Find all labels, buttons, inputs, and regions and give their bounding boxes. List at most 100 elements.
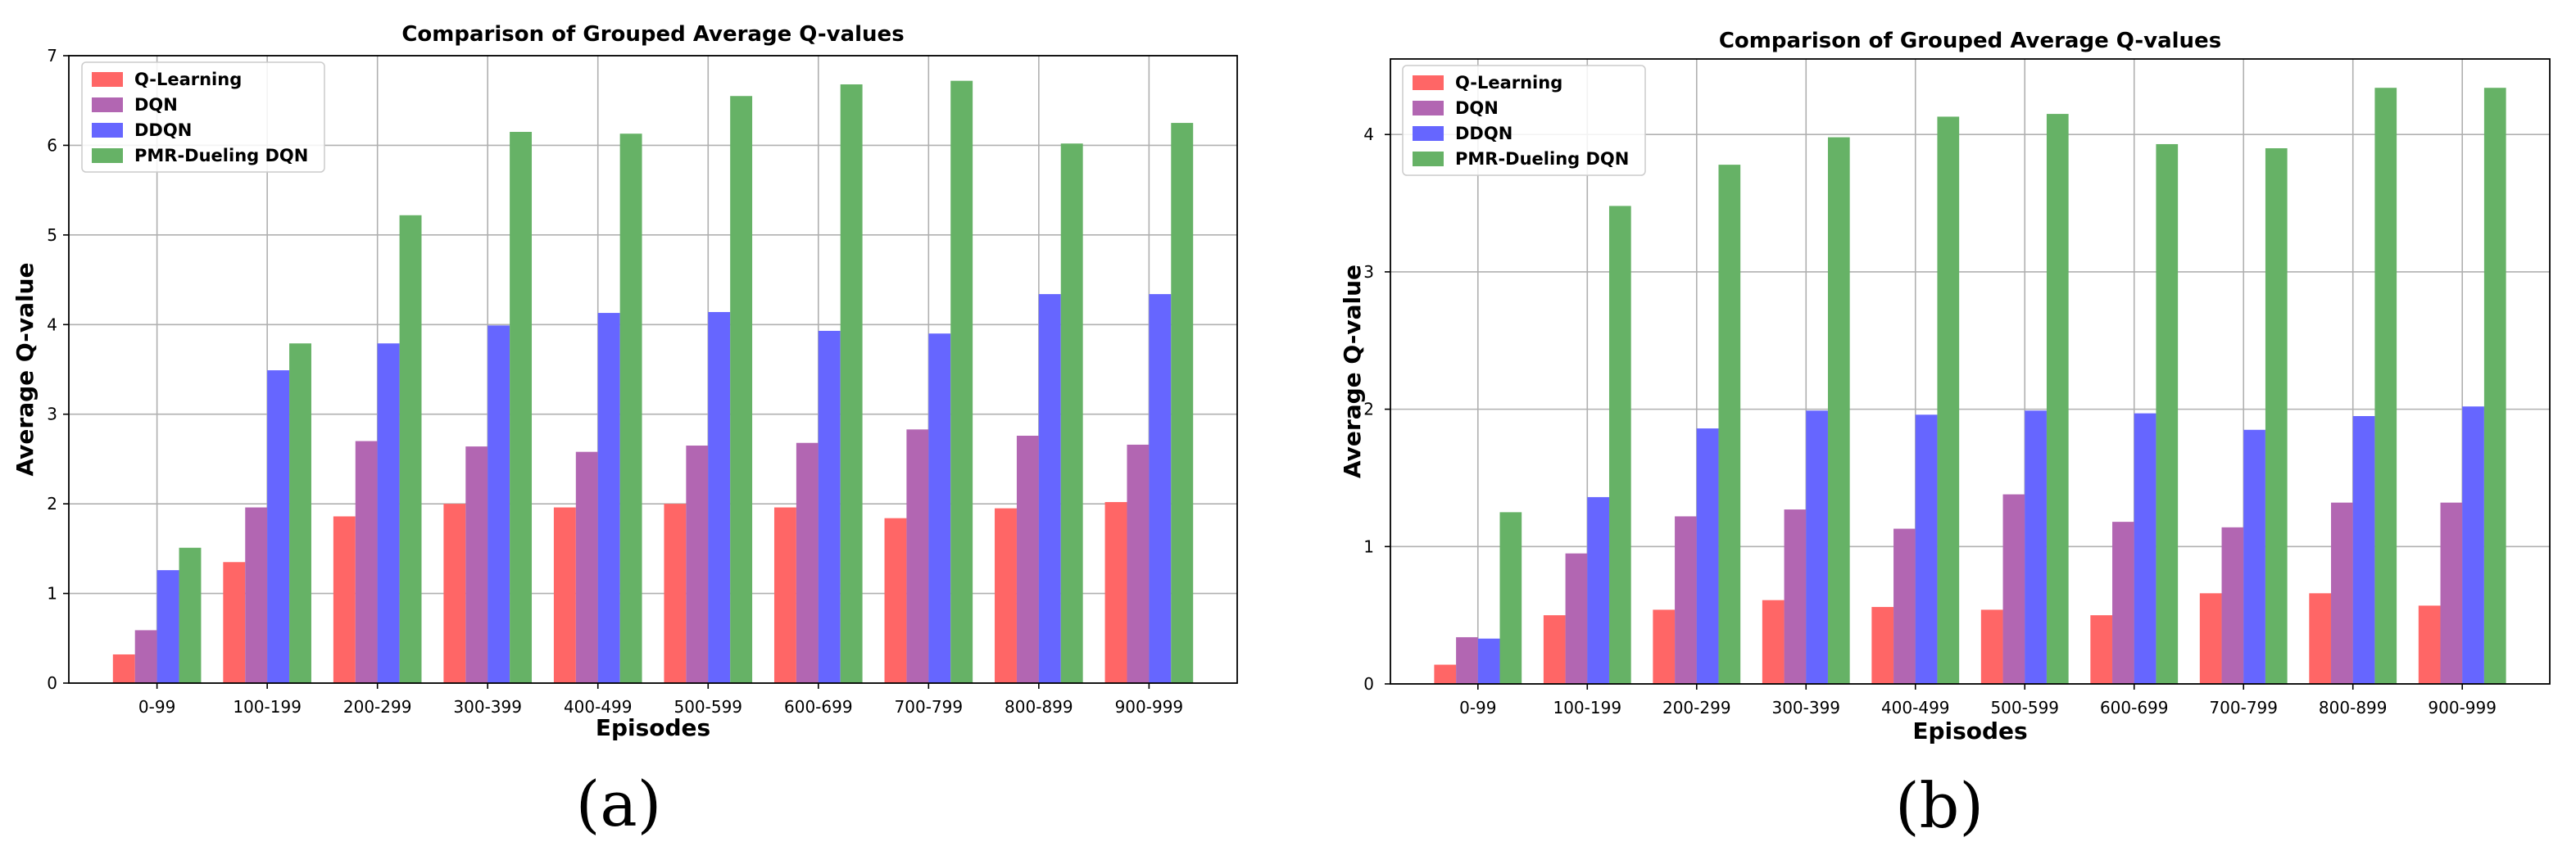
bar-pmr-dueling-dqn-900-999 xyxy=(1171,123,1194,684)
y-tick-label: 0 xyxy=(47,673,57,693)
bar-q-learning-900-999 xyxy=(1104,501,1127,683)
legend-label: Q-Learning xyxy=(1455,73,1562,93)
bar-pmr-dueling-dqn-800-899 xyxy=(2374,88,2397,684)
chart-title: Comparison of Grouped Average Q-values xyxy=(1719,29,2221,53)
bar-ddqn-900-999 xyxy=(1149,294,1172,683)
bar-pmr-dueling-dqn-100-199 xyxy=(1608,206,1631,684)
x-tick-label: 700-799 xyxy=(2209,698,2278,717)
bar-dqn-100-199 xyxy=(245,507,268,683)
bar-ddqn-600-699 xyxy=(2134,413,2156,684)
x-tick-label: 300-399 xyxy=(1771,698,1840,717)
bar-q-learning-0-99 xyxy=(112,654,135,683)
bar-q-learning-400-499 xyxy=(1871,607,1894,684)
bar-ddqn-0-99 xyxy=(1477,638,1500,684)
plot-frame xyxy=(1390,58,2551,685)
y-tick-label: 4 xyxy=(1363,124,1374,144)
bar-ddqn-200-299 xyxy=(377,343,400,683)
bar-q-learning-0-99 xyxy=(1434,664,1457,684)
x-tick-label: 400-499 xyxy=(564,697,633,717)
x-tick-label: 700-799 xyxy=(895,697,964,717)
bar-dqn-100-199 xyxy=(1565,553,1588,684)
bar-ddqn-100-199 xyxy=(1587,496,1609,684)
legend-box xyxy=(1402,65,1646,176)
bar-q-learning-600-699 xyxy=(2090,615,2113,684)
panel-caption: (b) xyxy=(1895,769,1984,842)
y-tick-label: 0 xyxy=(1363,674,1374,694)
bar-q-learning-800-899 xyxy=(995,508,1017,683)
bar-pmr-dueling-dqn-500-599 xyxy=(2046,114,2069,685)
bar-pmr-dueling-dqn-400-499 xyxy=(1937,116,1960,684)
bar-q-learning-300-399 xyxy=(1762,600,1785,684)
bar-q-learning-400-499 xyxy=(553,507,576,683)
x-tick-label: 100-199 xyxy=(233,697,302,717)
bar-pmr-dueling-dqn-300-399 xyxy=(1827,137,1850,685)
bar-ddqn-800-899 xyxy=(2352,416,2375,684)
x-tick-label: 400-499 xyxy=(1881,698,1950,717)
x-tick-label: 200-299 xyxy=(343,697,412,717)
bar-ddqn-500-599 xyxy=(2025,410,2047,684)
y-tick-label: 1 xyxy=(47,584,57,604)
x-tick-label: 500-599 xyxy=(1990,698,2059,717)
bar-dqn-700-799 xyxy=(906,429,929,683)
bar-ddqn-200-299 xyxy=(1696,428,1719,684)
bar-pmr-dueling-dqn-700-799 xyxy=(2265,148,2288,684)
legend-label: DDQN xyxy=(134,120,192,140)
bar-dqn-600-699 xyxy=(2112,522,2134,684)
bar-q-learning-500-599 xyxy=(1980,609,2003,684)
bar-pmr-dueling-dqn-300-399 xyxy=(510,132,533,683)
x-tick-label: 800-899 xyxy=(1005,697,1073,717)
bar-dqn-900-999 xyxy=(1127,444,1150,683)
x-axis-label: Episodes xyxy=(596,714,710,741)
bar-ddqn-900-999 xyxy=(2462,406,2484,684)
x-tick-label: 600-699 xyxy=(784,697,853,717)
bar-q-learning-100-199 xyxy=(223,562,246,683)
bar-dqn-0-99 xyxy=(1456,636,1478,684)
chart-title: Comparison of Grouped Average Q-values xyxy=(401,22,904,47)
bar-ddqn-600-699 xyxy=(818,330,841,683)
bar-dqn-800-899 xyxy=(1016,435,1039,683)
legend-swatch xyxy=(1413,75,1444,90)
bar-pmr-dueling-dqn-900-999 xyxy=(2483,88,2506,684)
legend-swatch xyxy=(1413,101,1444,115)
bar-q-learning-700-799 xyxy=(2199,593,2222,684)
y-axis-label: Average Q-value xyxy=(11,262,39,476)
bar-dqn-500-599 xyxy=(2002,494,2025,684)
bar-dqn-400-499 xyxy=(1893,528,1916,684)
chart-b-svg: 0 1 2 3 4 0-99 100-199 200-299 300-399 400-499 500… xyxy=(1339,29,2551,842)
bar-q-learning-200-299 xyxy=(1653,609,1676,684)
x-tick-label: 900-999 xyxy=(1115,697,1184,717)
chart-a-svg: 0 1 2 3 4 5 6 7 0-99 100-199 200-299 300-399 400-499… xyxy=(11,22,1238,840)
y-tick-label: 2 xyxy=(1363,400,1374,419)
x-tick-label: 800-899 xyxy=(2319,698,2388,717)
bar-dqn-700-799 xyxy=(2221,527,2244,684)
bar-ddqn-400-499 xyxy=(1915,414,1938,684)
bar-pmr-dueling-dqn-600-699 xyxy=(840,84,863,683)
x-tick-label: 0-99 xyxy=(1459,698,1496,717)
legend-label: Q-Learning xyxy=(134,70,242,89)
bar-dqn-800-899 xyxy=(2331,502,2353,684)
y-axis-label: Average Q-value xyxy=(1339,265,1366,478)
legend: Q-Learning DQN DDQN PMR-Dueling DQN xyxy=(81,61,325,173)
legend-label: PMR-Dueling DQN xyxy=(1455,149,1629,169)
bar-ddqn-500-599 xyxy=(708,311,731,683)
x-tick-label: 600-699 xyxy=(2100,698,2169,717)
y-tick-label: 3 xyxy=(47,405,57,424)
legend-swatch xyxy=(92,148,123,163)
bar-dqn-400-499 xyxy=(575,451,598,683)
bar-ddqn-800-899 xyxy=(1038,294,1061,683)
bar-dqn-300-399 xyxy=(1784,509,1807,684)
bar-q-learning-700-799 xyxy=(884,518,907,683)
legend-label: DDQN xyxy=(1455,124,1512,143)
bar-pmr-dueling-dqn-800-899 xyxy=(1060,143,1083,684)
legend-box xyxy=(81,61,325,173)
bar-pmr-dueling-dqn-200-299 xyxy=(399,215,422,684)
y-tick-label: 7 xyxy=(47,46,57,66)
bar-pmr-dueling-dqn-100-199 xyxy=(289,343,311,683)
legend-label: PMR-Dueling DQN xyxy=(134,146,308,165)
bar-ddqn-700-799 xyxy=(928,333,951,683)
bar-pmr-dueling-dqn-500-599 xyxy=(730,96,753,683)
bar-ddqn-100-199 xyxy=(267,370,290,683)
x-axis-label: Episodes xyxy=(1912,717,2027,745)
bar-dqn-0-99 xyxy=(134,630,157,683)
y-tick-label: 6 xyxy=(47,135,57,155)
